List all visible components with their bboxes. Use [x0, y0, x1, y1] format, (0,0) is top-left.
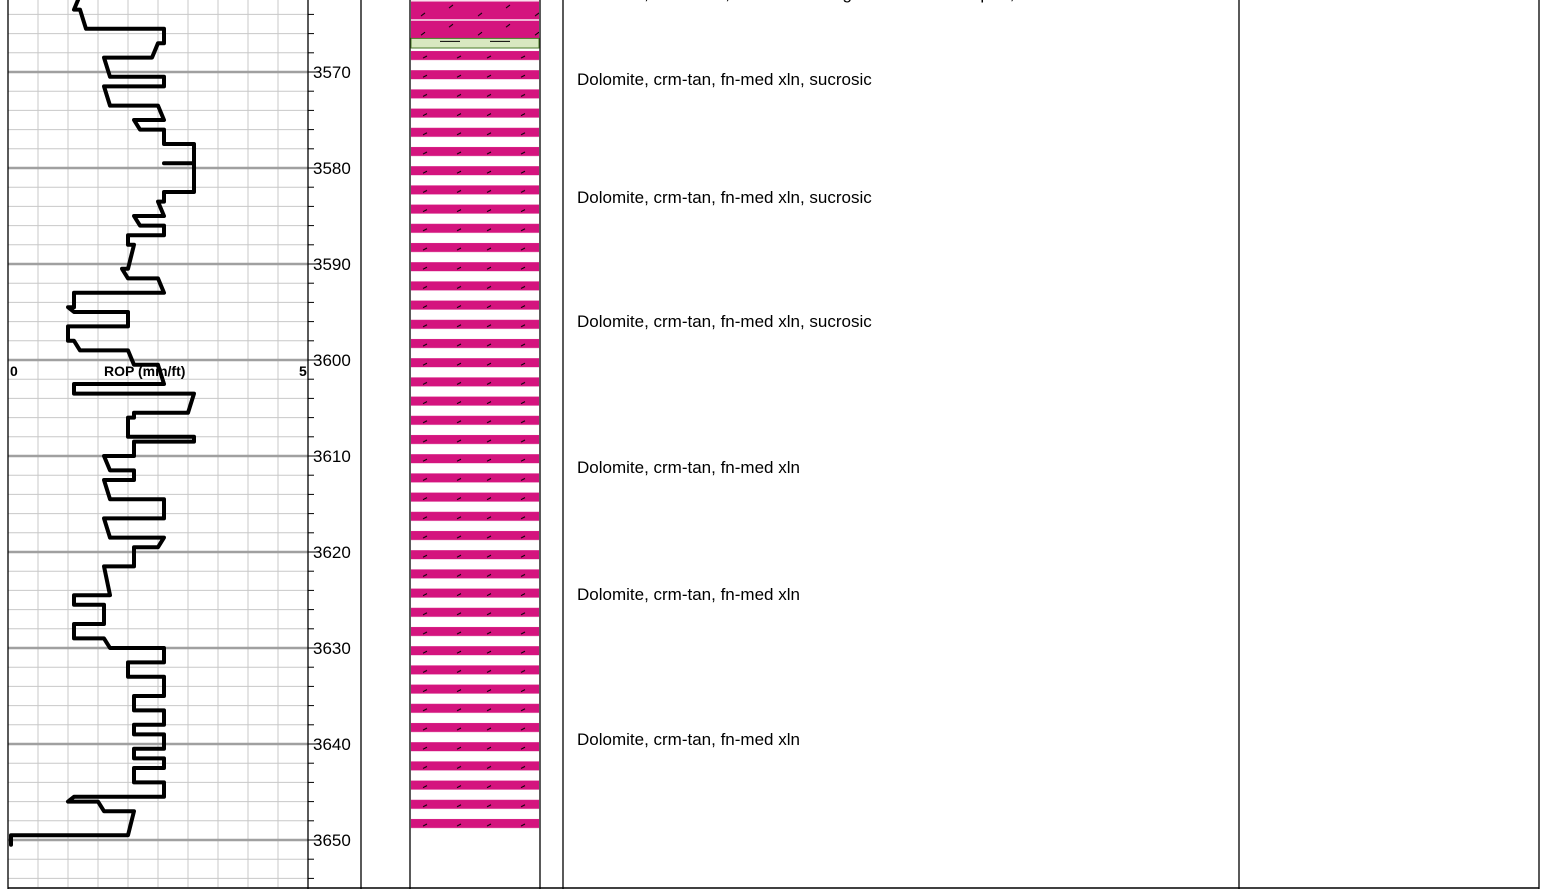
depth-label: 3620 [313, 543, 351, 562]
rop-scale-labels: 0 ROP (min/ft) 5 [10, 363, 307, 379]
rop-series-line [9, 0, 196, 847]
depth-label: 3650 [313, 831, 351, 850]
depth-label: 3570 [313, 63, 351, 82]
depth-label: 3600 [313, 351, 351, 370]
dolomite-interval-main [411, 50, 539, 831]
rop-curve [9, 0, 196, 847]
lithology-description: Dolomite, crm-tan, fn-med xln, sucrosic [577, 312, 872, 332]
lithology-description: Dolomite, crm-lt brn, fnxln with fine gr… [577, 0, 1043, 2]
depth-track: 3570 3580 3590 3600 3610 3620 3630 3640 3650 [308, 13, 351, 879]
rop-scale-min: 0 [10, 363, 18, 379]
depth-label: 3610 [313, 447, 351, 466]
rop-scale-max: 5 [299, 363, 307, 379]
rop-axis-label: ROP (min/ft) [104, 363, 185, 379]
lithology-description: Dolomite, crm-tan, fn-med xln [577, 729, 800, 749]
depth-label: 3640 [313, 735, 351, 754]
shale-interval [410, 37, 540, 49]
dolomite-interval-top [411, 0, 539, 39]
lithology-description: Dolomite, crm-tan, fn-med xln [577, 585, 800, 604]
depth-label: 3630 [313, 639, 351, 658]
lithology-column [410, 0, 540, 831]
lithology-description: Dolomite, crm-tan, fn-med xln, sucrosic [577, 70, 872, 90]
lithology-description: Dolomite, crm-tan, fn-med xln, sucrosic [577, 187, 872, 207]
depth-label: 3580 [313, 159, 351, 178]
lithology-description: Dolomite, crm-tan, fn-med xln [577, 458, 800, 478]
track-borders [7, 0, 1540, 889]
depth-label: 3590 [313, 255, 351, 274]
